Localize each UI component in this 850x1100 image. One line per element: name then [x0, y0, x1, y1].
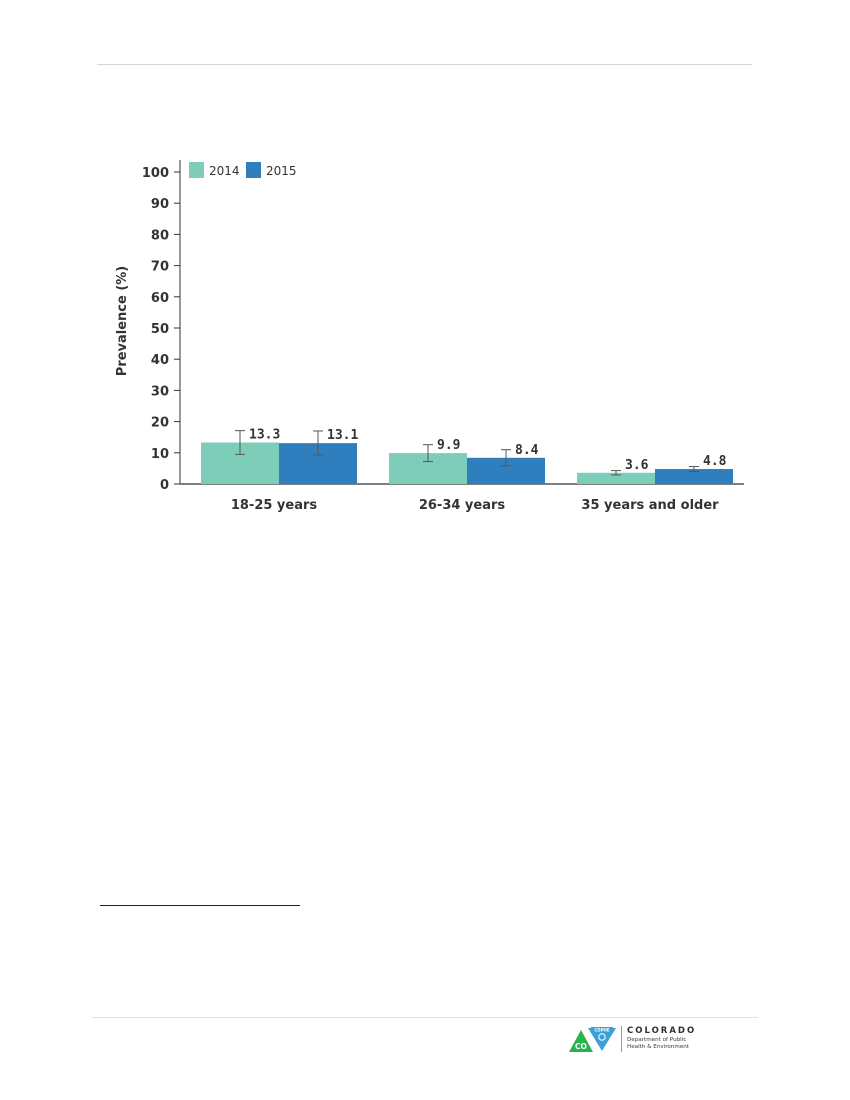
value-label: 9.9 [437, 438, 460, 453]
x-tick-label: 26-34 years [419, 498, 506, 513]
y-tick-label: 100 [142, 166, 169, 181]
x-axis: 18-25 years 26-34 years 35 years and older [180, 484, 744, 513]
logo-badge-tag: CDPHE [594, 1028, 610, 1033]
x-tick-label: 18-25 years [231, 498, 318, 513]
cdphe-badge-icon: CO CDPHE [568, 1026, 620, 1054]
value-label: 4.8 [703, 454, 727, 469]
legend-label: 2014 [209, 164, 240, 178]
cdphe-logo: CO CDPHE COLORADO Department of Public H… [568, 1026, 698, 1054]
logo-wordmark: COLORADO [627, 1026, 696, 1036]
y-tick-label: 10 [151, 447, 169, 462]
value-label: 3.6 [625, 458, 649, 473]
y-tick-label: 50 [151, 322, 169, 337]
legend-swatch [246, 162, 261, 178]
value-label: 8.4 [515, 443, 539, 458]
y-tick-label: 40 [151, 353, 169, 368]
y-tick-label: 90 [151, 197, 169, 212]
y-tick-label: 20 [151, 416, 169, 431]
y-tick-label: 70 [151, 260, 169, 275]
legend-swatch [189, 162, 204, 178]
x-tick-label: 35 years and older [581, 498, 719, 513]
y-tick-label: 30 [151, 384, 169, 399]
logo-divider [621, 1026, 622, 1052]
y-tick-label: 60 [151, 291, 169, 306]
value-label: 13.1 [327, 428, 358, 443]
logo-line-1: Department of Public [627, 1037, 686, 1043]
legend: 2014 2015 [189, 162, 297, 178]
footnote-rule [100, 905, 300, 906]
y-axis-label: Prevalence (%) [115, 266, 130, 377]
logo-badge-text: CO [575, 1042, 587, 1051]
y-axis: 0 10 20 30 40 50 60 70 80 90 100 Prevalence (%) [115, 160, 180, 493]
bars [201, 443, 733, 484]
footer-rule [92, 1017, 758, 1018]
value-label: 13.3 [249, 428, 280, 443]
legend-label: 2015 [266, 164, 297, 178]
y-tick-label: 0 [160, 478, 169, 493]
y-tick-label: 80 [151, 228, 169, 243]
logo-line-2: Health & Environment [627, 1044, 689, 1050]
